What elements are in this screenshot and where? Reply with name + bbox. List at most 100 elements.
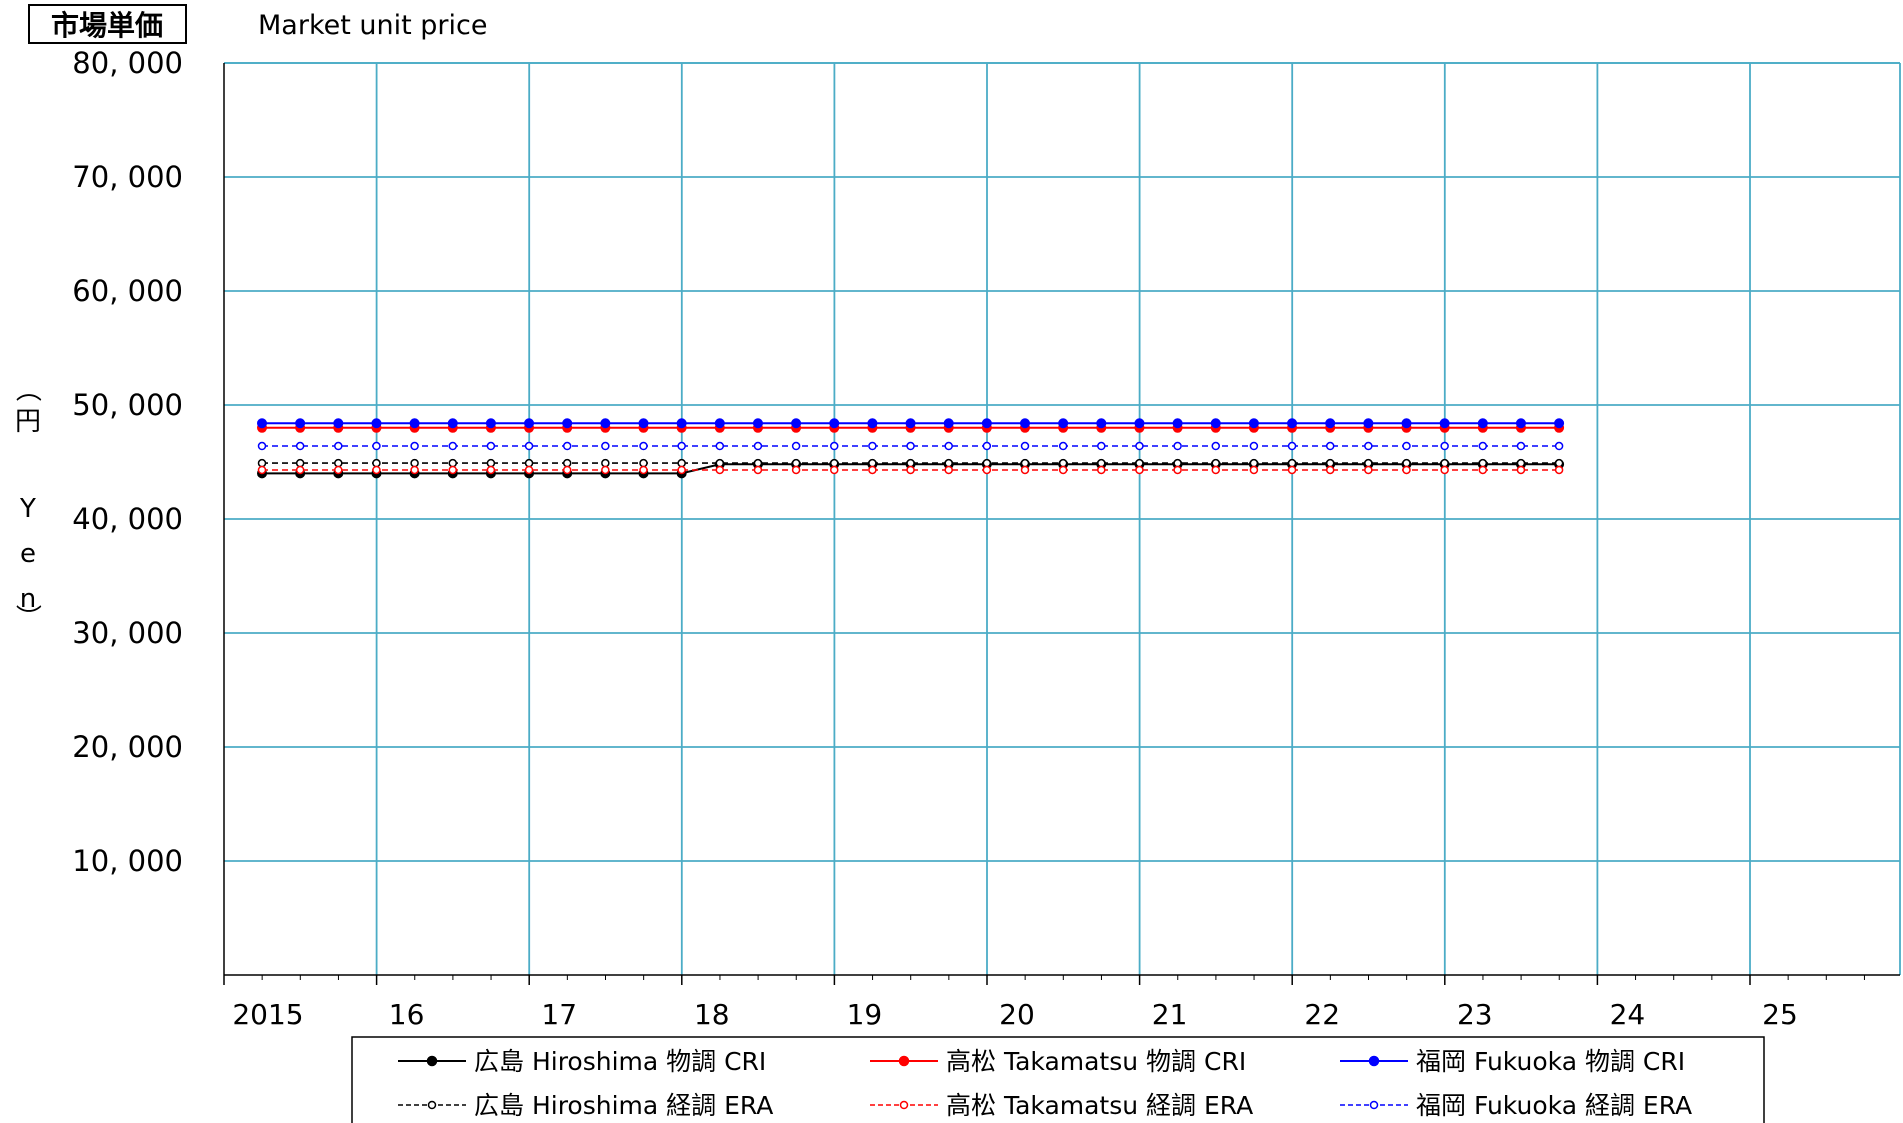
y-tick-label: 10, 000 bbox=[72, 844, 183, 878]
data-point bbox=[295, 458, 305, 468]
data-point bbox=[1364, 441, 1373, 451]
x-tick-label: 22 bbox=[1304, 998, 1340, 1031]
data-point bbox=[1554, 458, 1564, 468]
data-point bbox=[1173, 458, 1182, 468]
data-point bbox=[1325, 418, 1336, 429]
data-point bbox=[1402, 465, 1411, 475]
legend: 広島 Hiroshima 物調 CRI 高松 Takamatsu 物調 CRI 福岡… bbox=[351, 1036, 1765, 1123]
chart-title-jp: 市場単価 bbox=[51, 9, 163, 42]
data-point bbox=[601, 441, 610, 451]
y-label-char: n bbox=[20, 584, 36, 614]
y-tick-label: 80, 000 bbox=[72, 46, 183, 80]
y-label-char: Y bbox=[19, 494, 36, 524]
data-point bbox=[1135, 465, 1144, 475]
data-point bbox=[600, 418, 611, 429]
data-point bbox=[1516, 441, 1526, 451]
data-point bbox=[524, 465, 534, 475]
legend-item: 広島 Hiroshima 経調 ERA bbox=[398, 1091, 773, 1120]
legend-marker bbox=[1369, 1100, 1379, 1110]
data-point bbox=[334, 465, 343, 475]
y-axis-ticks: 10, 000 20, 000 30, 000 40, 000 50, 000 60, 0… bbox=[72, 46, 183, 878]
data-point bbox=[1363, 418, 1374, 429]
data-point bbox=[1439, 418, 1450, 429]
x-tick-label: 23 bbox=[1457, 998, 1493, 1031]
data-point bbox=[1020, 465, 1030, 475]
y-label-char: 円 bbox=[15, 407, 41, 437]
y-tick-label: 30, 000 bbox=[72, 616, 183, 650]
data-point bbox=[1554, 418, 1565, 429]
legend-label: 高松 Takamatsu 経調 ERA bbox=[946, 1091, 1253, 1120]
data-point bbox=[257, 465, 267, 475]
data-point bbox=[1477, 418, 1488, 429]
series-2 bbox=[257, 418, 1565, 429]
data-point bbox=[639, 458, 648, 468]
data-point bbox=[1325, 458, 1335, 468]
data-point bbox=[1249, 465, 1259, 475]
data-point bbox=[982, 458, 992, 468]
legend-marker bbox=[898, 1055, 910, 1067]
data-point bbox=[1364, 465, 1373, 475]
data-point bbox=[753, 458, 763, 468]
series bbox=[257, 418, 1565, 479]
series-5 bbox=[257, 441, 1564, 451]
y-axis-label: （ 円 Yen） bbox=[12, 376, 42, 630]
data-point bbox=[334, 441, 343, 451]
data-point bbox=[562, 441, 572, 451]
data-point bbox=[601, 458, 610, 468]
data-point bbox=[715, 465, 725, 475]
data-point bbox=[753, 465, 763, 475]
data-point bbox=[868, 465, 877, 475]
legend-item: 福岡 Fukuoka 物調 CRI bbox=[1340, 1047, 1685, 1076]
data-point bbox=[867, 418, 878, 429]
data-point bbox=[906, 458, 915, 468]
x-tick-label: 20 bbox=[999, 998, 1035, 1031]
data-point bbox=[295, 418, 306, 429]
y-tick-label: 20, 000 bbox=[72, 730, 183, 764]
data-point bbox=[1325, 441, 1335, 451]
data-point bbox=[1173, 441, 1182, 451]
data-point bbox=[485, 418, 496, 429]
data-point bbox=[1249, 441, 1259, 451]
data-point bbox=[1210, 418, 1221, 429]
data-point bbox=[1402, 458, 1411, 468]
data-point bbox=[1325, 465, 1335, 475]
data-point bbox=[943, 418, 954, 429]
data-point bbox=[372, 465, 381, 475]
data-point bbox=[1478, 458, 1488, 468]
data-point bbox=[1097, 458, 1106, 468]
data-point bbox=[1516, 458, 1526, 468]
x-tick-label: 25 bbox=[1762, 998, 1798, 1031]
y-tick-label: 70, 000 bbox=[72, 160, 183, 194]
data-point bbox=[1248, 418, 1259, 429]
data-point bbox=[868, 441, 877, 451]
data-point bbox=[906, 465, 915, 475]
x-tick-label: 16 bbox=[389, 998, 425, 1031]
data-point bbox=[1440, 465, 1449, 475]
data-point bbox=[333, 418, 344, 429]
legend-box bbox=[351, 1036, 1765, 1123]
data-point bbox=[410, 465, 419, 475]
data-point bbox=[1554, 441, 1564, 451]
data-point bbox=[1020, 418, 1030, 429]
data-point bbox=[639, 441, 648, 451]
data-point bbox=[905, 418, 916, 429]
chart-title: Market unit price bbox=[258, 10, 488, 41]
data-point bbox=[448, 465, 457, 475]
data-point bbox=[410, 458, 419, 468]
data-point bbox=[791, 458, 801, 468]
x-tick-label: 24 bbox=[1610, 998, 1646, 1031]
data-point bbox=[1478, 441, 1488, 451]
data-point bbox=[1097, 465, 1106, 475]
data-point bbox=[562, 418, 573, 429]
legend-item: 高松 Takamatsu 物調 CRI bbox=[870, 1047, 1246, 1076]
legend-label: 広島 Hiroshima 物調 CRI bbox=[474, 1047, 766, 1076]
data-point bbox=[295, 465, 305, 475]
data-point bbox=[1287, 441, 1297, 451]
data-point bbox=[944, 465, 953, 475]
data-point bbox=[524, 458, 534, 468]
data-point bbox=[1058, 465, 1068, 475]
data-point bbox=[1478, 465, 1488, 475]
legend-item: 広島 Hiroshima 物調 CRI bbox=[398, 1047, 766, 1076]
y-label-char: （ bbox=[12, 376, 42, 402]
